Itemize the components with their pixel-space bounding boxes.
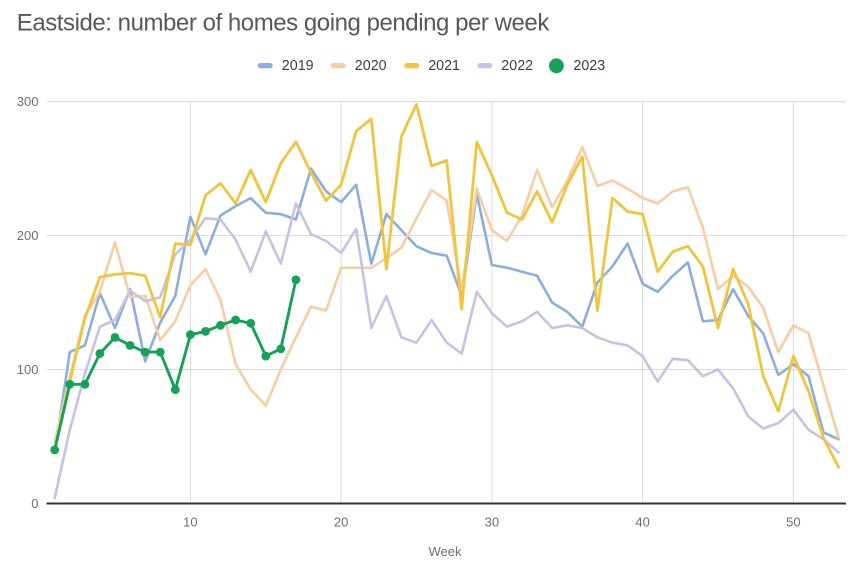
svg-text:100: 100 <box>17 362 39 377</box>
svg-text:2023: 2023 <box>573 58 605 74</box>
svg-text:50: 50 <box>786 515 800 530</box>
svg-text:2021: 2021 <box>428 58 460 74</box>
svg-text:30: 30 <box>485 515 499 530</box>
svg-text:2019: 2019 <box>282 58 314 74</box>
svg-text:20: 20 <box>334 515 348 530</box>
svg-text:2020: 2020 <box>355 58 387 74</box>
svg-text:Week: Week <box>429 544 462 559</box>
svg-text:40: 40 <box>635 515 649 530</box>
svg-text:200: 200 <box>17 228 39 243</box>
svg-text:300: 300 <box>17 94 39 109</box>
svg-text:Eastside: number of homes goin: Eastside: number of homes going pending … <box>17 10 551 37</box>
svg-text:10: 10 <box>183 515 197 530</box>
svg-text:2022: 2022 <box>501 58 533 74</box>
svg-text:0: 0 <box>31 496 38 511</box>
